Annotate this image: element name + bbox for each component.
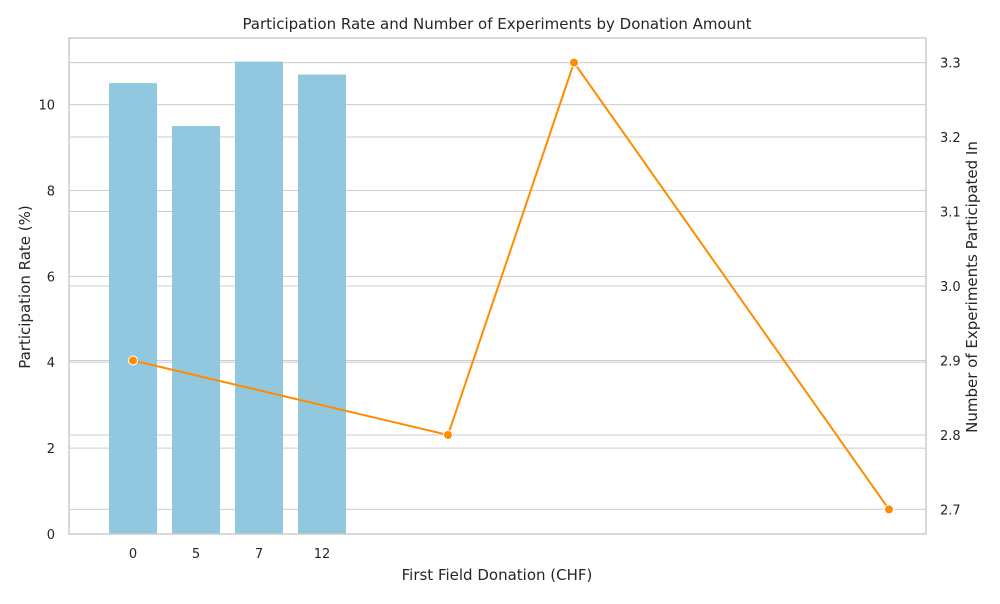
bar <box>235 61 283 534</box>
line-point <box>443 429 453 440</box>
y-tick-label: 10 <box>38 99 55 114</box>
bar <box>172 126 220 534</box>
line-layer <box>128 57 894 515</box>
bar <box>109 83 157 534</box>
y-tick-label: 6 <box>47 270 55 285</box>
y2-axis-label: Number of Experiments Participated In <box>963 141 981 433</box>
y2-tick-label: 3.0 <box>940 280 961 295</box>
x-tick-label: 12 <box>314 547 331 562</box>
x-axis-label: First Field Donation (CHF) <box>402 566 593 584</box>
x-tick-label: 5 <box>192 547 200 562</box>
y-axis-label: Participation Rate (%) <box>16 205 34 369</box>
y2-tick-label: 2.8 <box>940 429 961 444</box>
y-tick-label: 4 <box>47 356 55 371</box>
axis-layer: 0 2 4 6 8 10 2.7 2.8 2.9 3.0 3.1 3.2 3.3 0 5 7 12 <box>38 37 961 562</box>
y-tick-label: 8 <box>47 184 55 199</box>
bar-layer <box>109 61 346 534</box>
y2-tick-label: 3.1 <box>940 206 961 221</box>
y2-tick-label: 3.3 <box>940 57 961 72</box>
y-tick-label: 0 <box>47 528 55 543</box>
line-point <box>569 57 579 68</box>
bar <box>298 74 346 534</box>
chart-title: Participation Rate and Number of Experim… <box>242 15 751 33</box>
y2-tick-label: 3.2 <box>940 131 961 146</box>
y2-tick-label: 2.7 <box>940 503 961 518</box>
x-tick-label: 7 <box>255 547 263 562</box>
y2-tick-label: 2.9 <box>940 354 961 369</box>
line-series <box>132 60 890 510</box>
y-tick-label: 2 <box>47 442 55 457</box>
x-tick-label: 0 <box>129 547 137 562</box>
plot-frame <box>68 37 927 535</box>
line-point <box>128 355 138 366</box>
line-point <box>884 504 894 515</box>
